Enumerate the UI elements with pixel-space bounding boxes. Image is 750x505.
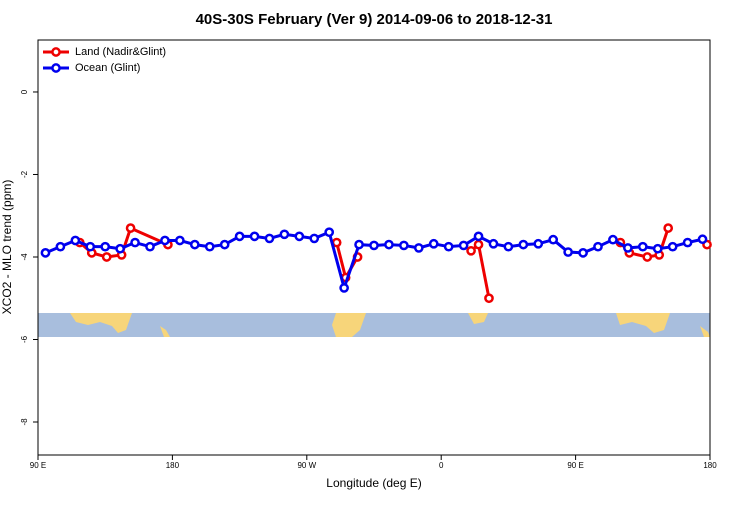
legend-label: Land (Nadir&Glint) [75, 46, 166, 58]
chart-title: 40S-30S February (Ver 9) 2014-09-06 to 2… [196, 11, 553, 28]
data-point [533, 238, 544, 249]
data-point [115, 243, 125, 254]
x-tick-label: 90 E [30, 461, 46, 470]
x-tick-label: 0 [439, 461, 444, 470]
x-tick-label: 180 [703, 461, 717, 470]
data-point [578, 248, 588, 258]
data-point [125, 223, 136, 233]
land-nz [160, 326, 170, 337]
data-point [369, 240, 379, 251]
y-tick-label: -8 [20, 418, 29, 426]
y-tick-label: 0 [20, 89, 29, 94]
data-point [100, 241, 111, 252]
data-point [466, 245, 476, 256]
legend-marker [51, 63, 61, 73]
data-point [354, 239, 364, 250]
data-point [667, 241, 678, 252]
data-point [608, 234, 618, 245]
legend-marker [51, 47, 61, 57]
data-point [219, 239, 230, 250]
data-point [279, 229, 290, 240]
land-nz-2 [700, 326, 710, 337]
data-point [642, 252, 653, 262]
legend-label: Ocean (Glint) [75, 62, 140, 74]
y-tick-label: -6 [20, 335, 29, 343]
data-point [175, 235, 185, 246]
data-point [160, 235, 170, 246]
data-point [189, 239, 200, 250]
data-point [548, 234, 559, 245]
data-point [384, 239, 394, 250]
data-point [130, 237, 140, 248]
y-axis-label: XCO2 - MLO trend (ppm) [0, 180, 14, 315]
data-point [85, 241, 96, 252]
data-point [204, 241, 215, 252]
map-strip [38, 313, 710, 337]
data-point [663, 223, 674, 233]
data-point [473, 231, 484, 242]
data-point [309, 233, 320, 244]
data-point [697, 234, 708, 245]
data-point [234, 231, 245, 242]
data-point [682, 237, 693, 248]
data-point [145, 241, 155, 252]
data-point [55, 241, 66, 252]
data-point [249, 231, 260, 242]
x-tick-label: 90 E [567, 461, 583, 470]
data-point [264, 233, 275, 244]
x-tick-label: 90 W [297, 461, 316, 470]
y-tick-label: -4 [20, 253, 29, 261]
land-south-america [332, 313, 366, 337]
data-point [428, 238, 439, 249]
data-point [70, 235, 81, 246]
data-point [399, 240, 409, 251]
data-point [473, 239, 484, 250]
y-tick-label: -2 [20, 170, 29, 178]
land-africa [468, 313, 488, 324]
land-australia-2 [616, 313, 670, 333]
data-point [484, 293, 494, 304]
data-point [593, 241, 603, 252]
data-point [40, 248, 51, 258]
data-point [488, 238, 499, 249]
data-point [637, 241, 648, 252]
data-point [443, 241, 454, 252]
data-point [563, 247, 573, 257]
data-point [518, 239, 529, 250]
data-point [652, 243, 663, 254]
x-tick-label: 180 [166, 461, 180, 470]
land-australia [70, 313, 132, 333]
data-point [294, 231, 305, 242]
x-axis-label: Longitude (deg E) [326, 476, 421, 490]
data-point [458, 240, 469, 251]
data-point [503, 241, 514, 252]
data-point [413, 243, 424, 253]
data-point [339, 283, 349, 293]
data-point [623, 243, 633, 253]
data-point [324, 227, 335, 238]
data-point [101, 252, 112, 262]
